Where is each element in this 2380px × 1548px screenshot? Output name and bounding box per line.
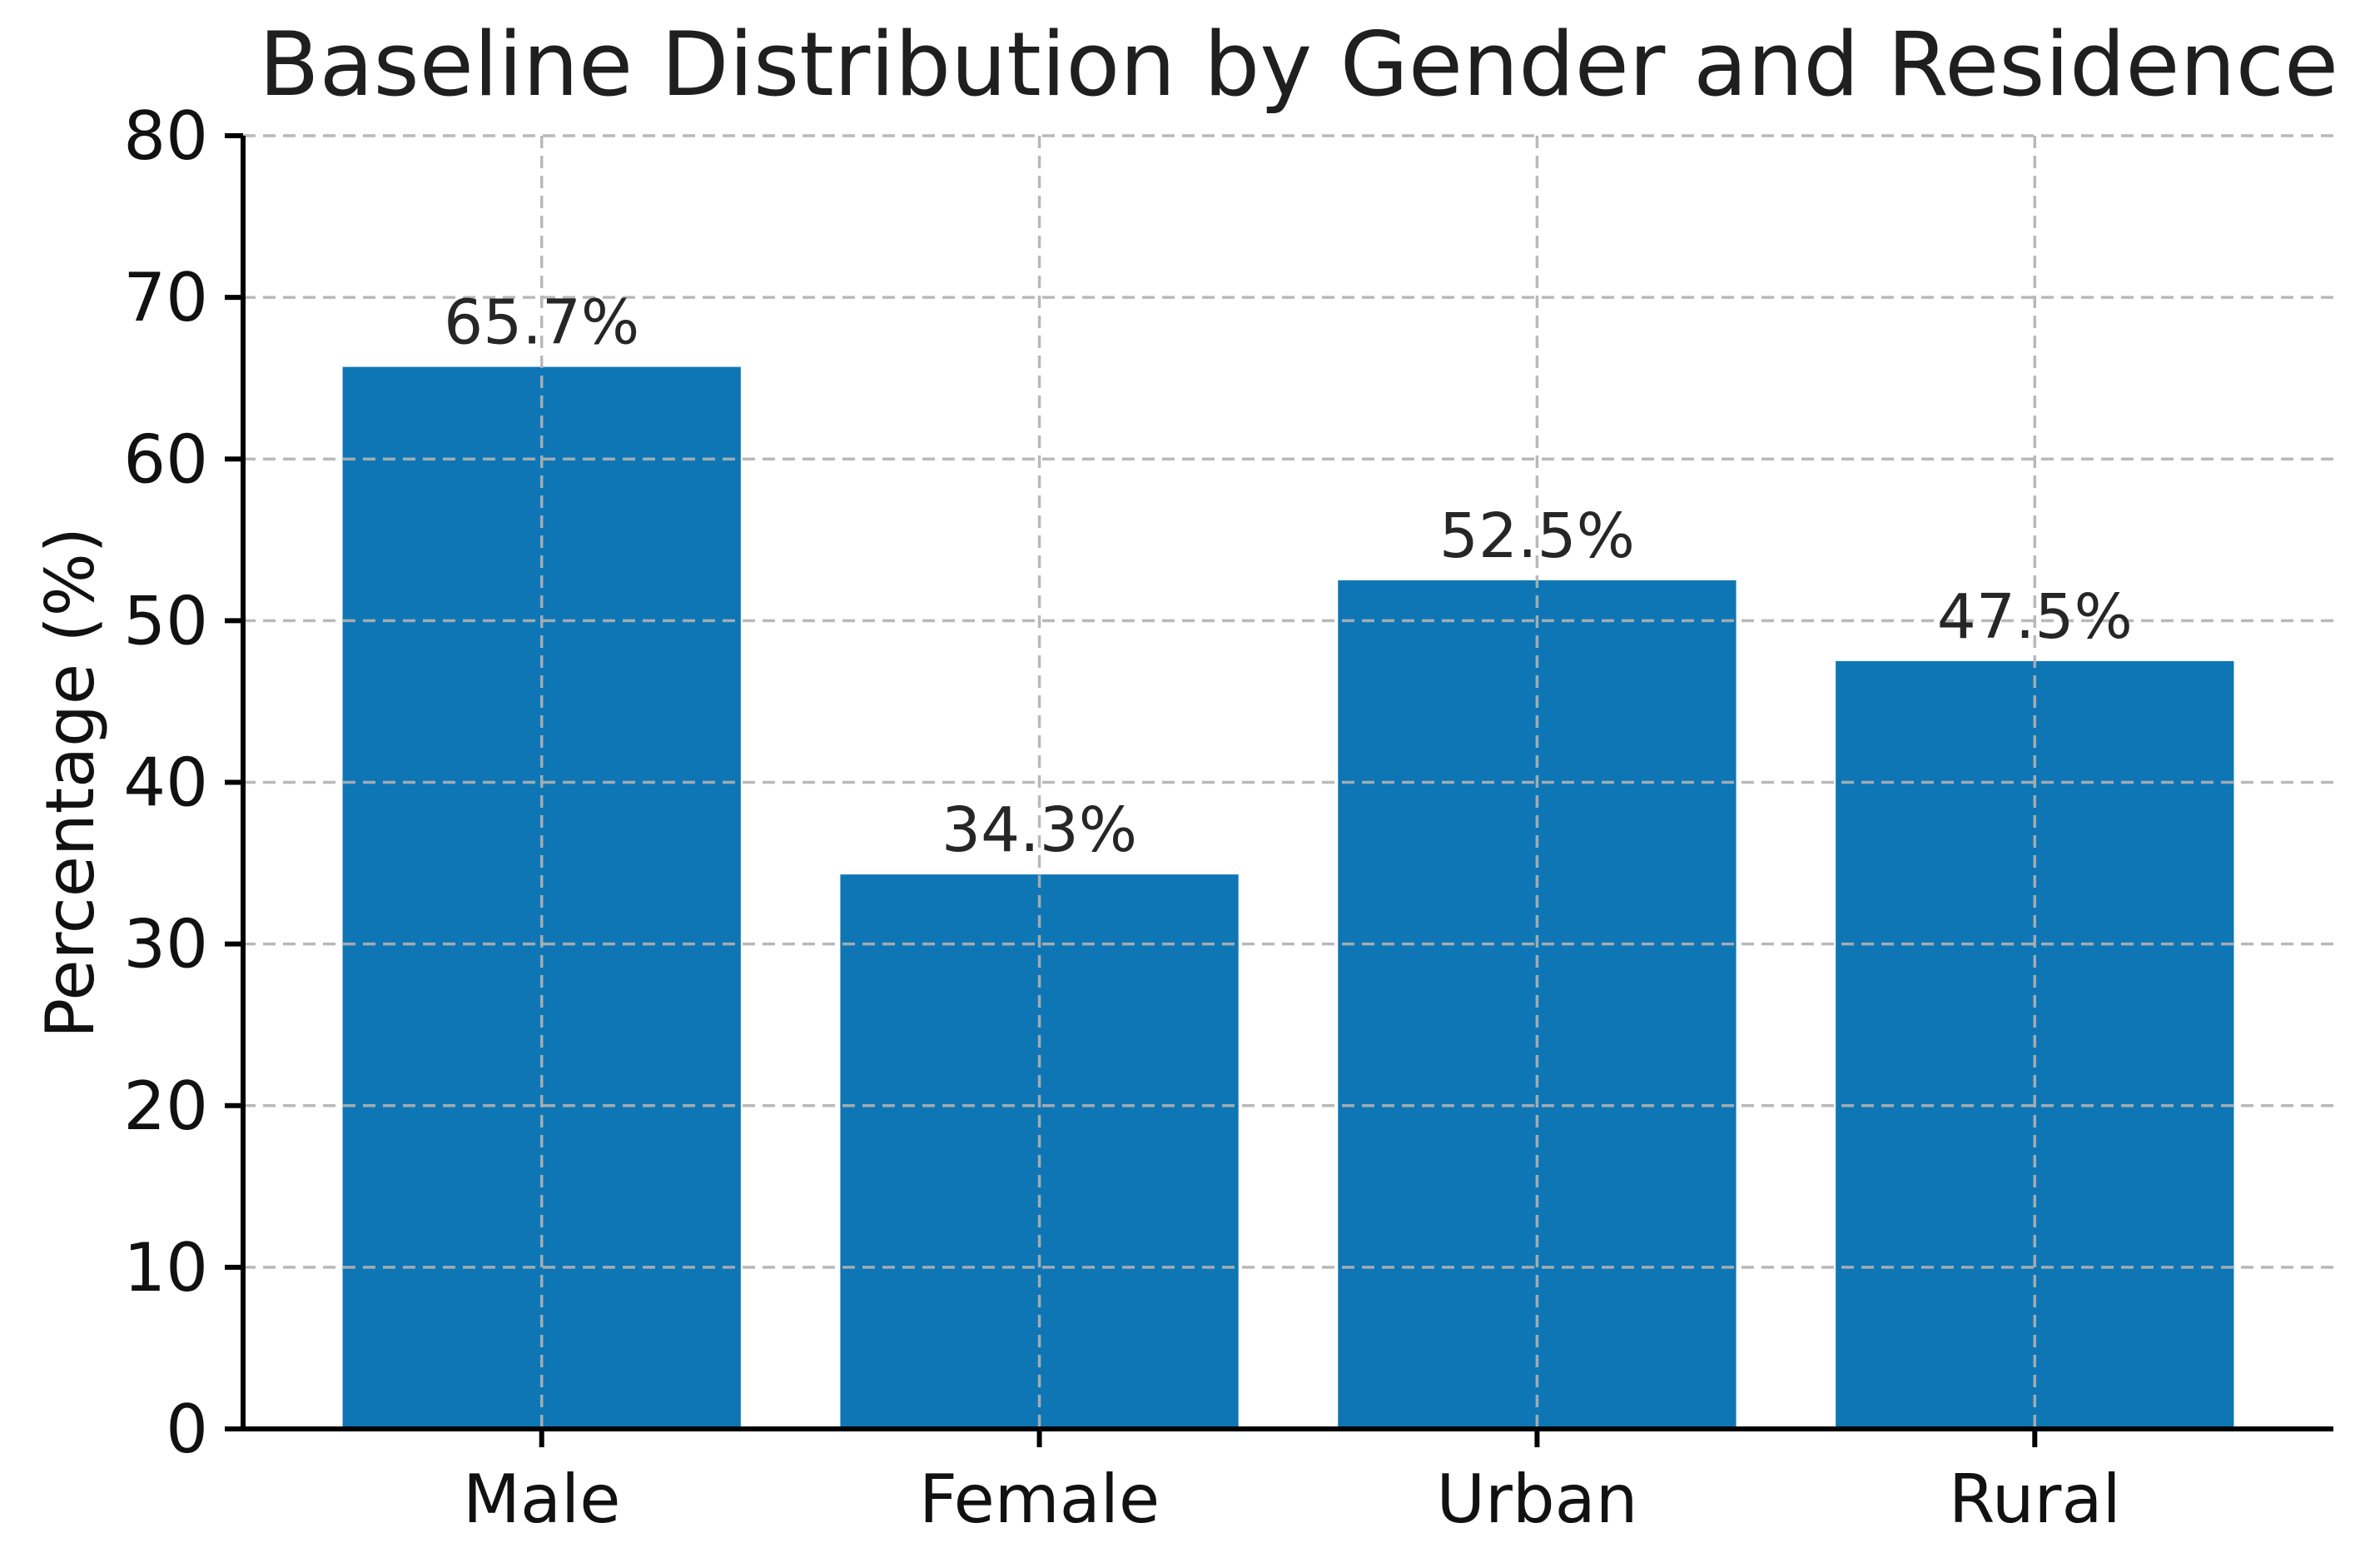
x-tick-label-rural: Rural xyxy=(1949,1461,2121,1538)
y-axis-label: Percentage (%) xyxy=(32,527,109,1038)
grid-layer xyxy=(243,134,2333,1429)
bar-value-label-male: 65.7% xyxy=(444,287,639,359)
y-tick-label: 70 xyxy=(123,259,208,336)
y-tick-label: 20 xyxy=(123,1068,208,1145)
bar-value-label-rural: 47.5% xyxy=(1937,581,2133,653)
axis-layer xyxy=(225,133,2333,1447)
y-tick-label: 10 xyxy=(123,1229,208,1307)
x-tick-label-female: Female xyxy=(919,1461,1160,1538)
x-tick-label-male: Male xyxy=(463,1461,621,1538)
y-tick-label: 0 xyxy=(166,1391,208,1468)
bar-value-label-urban: 52.5% xyxy=(1439,500,1635,572)
y-tick-label: 50 xyxy=(123,582,208,660)
y-tick-label: 80 xyxy=(123,97,208,175)
labels-layer: 0 10 20 30 40 50 60 70 80 Male Female Urban Rural 65.… xyxy=(123,97,2133,1538)
x-tick-label-urban: Urban xyxy=(1436,1461,1637,1538)
bar-value-label-female: 34.3% xyxy=(942,794,1137,866)
y-tick-label: 30 xyxy=(123,906,208,983)
y-tick-label: 60 xyxy=(123,421,208,498)
y-tick-label: 40 xyxy=(123,744,208,822)
chart-title: Baseline Distribution by Gender and Resi… xyxy=(259,13,2338,116)
